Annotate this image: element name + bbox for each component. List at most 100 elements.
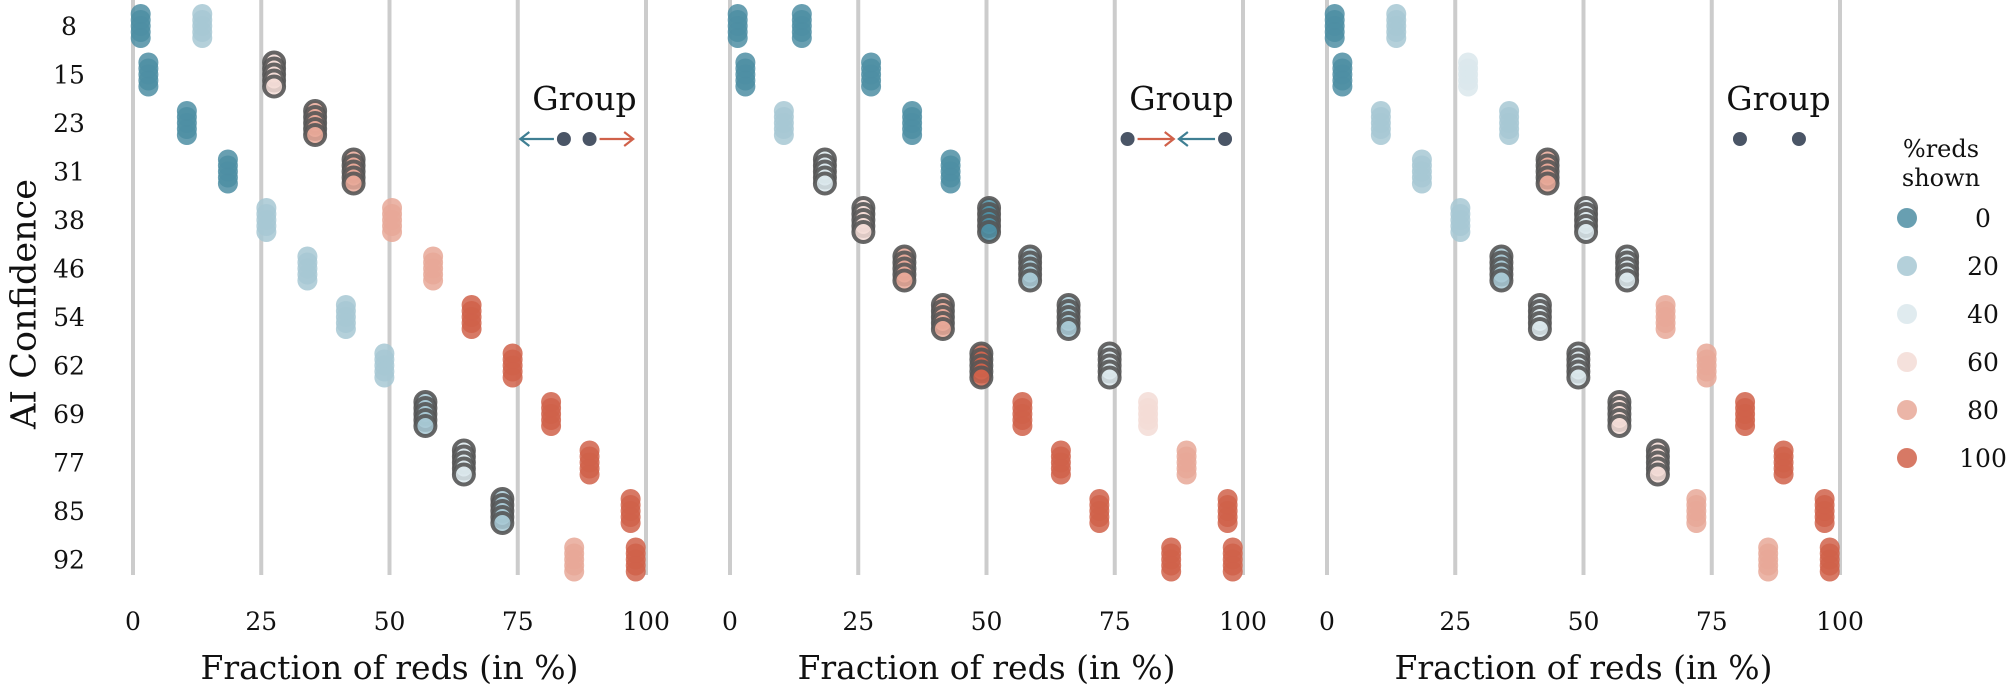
data-point bbox=[297, 246, 318, 291]
point-marker bbox=[892, 268, 917, 293]
data-point bbox=[969, 341, 994, 390]
data-point bbox=[1645, 438, 1670, 487]
point-marker bbox=[262, 74, 287, 99]
point-marker bbox=[791, 28, 812, 48]
y-tick-label: 54 bbox=[53, 303, 85, 332]
arrow-left bbox=[1177, 131, 1216, 147]
x-tick-label: 25 bbox=[245, 607, 277, 636]
point-marker bbox=[461, 319, 482, 339]
data-point bbox=[262, 50, 287, 99]
point-marker bbox=[861, 76, 882, 97]
point-marker bbox=[1056, 317, 1081, 341]
data-point bbox=[1696, 343, 1717, 388]
point-marker bbox=[1607, 414, 1632, 438]
y-tick-label: 23 bbox=[53, 109, 85, 138]
data-point bbox=[902, 101, 923, 145]
data-point bbox=[1615, 244, 1640, 293]
y-tick-label: 8 bbox=[61, 12, 77, 41]
data-point bbox=[1458, 52, 1479, 97]
legend-swatch bbox=[1897, 256, 1917, 276]
point-marker bbox=[341, 171, 366, 196]
point-marker bbox=[490, 511, 515, 535]
point-marker bbox=[1566, 365, 1591, 390]
point-marker bbox=[1696, 367, 1717, 388]
group-annotation bbox=[1120, 131, 1233, 147]
data-point bbox=[1535, 147, 1560, 196]
data-point bbox=[217, 149, 238, 194]
group-dot bbox=[1218, 132, 1233, 146]
x-tick-label: 100 bbox=[1816, 607, 1864, 636]
data-point bbox=[138, 52, 159, 97]
point-marker bbox=[1324, 28, 1345, 48]
point-marker bbox=[451, 462, 476, 487]
arrow-left bbox=[518, 131, 554, 147]
data-point bbox=[256, 198, 277, 242]
legend-title: %reds bbox=[1903, 135, 1979, 163]
x-tick-label: 0 bbox=[722, 607, 738, 636]
point-marker bbox=[1819, 561, 1840, 582]
legend-label: 0 bbox=[1975, 204, 1991, 233]
data-point bbox=[564, 537, 585, 582]
data-point bbox=[413, 390, 438, 438]
point-marker bbox=[564, 561, 585, 582]
data-point bbox=[1012, 392, 1033, 436]
data-point bbox=[490, 487, 515, 535]
data-point bbox=[382, 198, 403, 242]
data-point bbox=[1222, 537, 1243, 582]
data-point bbox=[192, 4, 213, 48]
legend-swatch bbox=[1897, 352, 1917, 372]
y-tick-label: 85 bbox=[53, 497, 85, 526]
data-point bbox=[1758, 537, 1779, 582]
x-axis-title: Fraction of reds (in %) bbox=[1394, 648, 1772, 687]
x-tick-label: 100 bbox=[1219, 607, 1267, 636]
point-marker bbox=[930, 317, 955, 341]
group-dot bbox=[556, 132, 571, 146]
point-marker bbox=[1097, 365, 1122, 390]
point-marker bbox=[1735, 416, 1756, 436]
data-point bbox=[625, 537, 646, 582]
point-marker bbox=[1217, 513, 1238, 533]
point-marker bbox=[1012, 416, 1033, 436]
legend-item: 40 bbox=[1897, 300, 1999, 329]
legend-item: 60 bbox=[1897, 348, 1999, 377]
data-point bbox=[341, 147, 366, 196]
legend-item: 100 bbox=[1897, 444, 2007, 473]
data-point bbox=[1527, 293, 1552, 341]
data-point bbox=[851, 196, 876, 244]
point-marker bbox=[902, 125, 923, 145]
point-marker bbox=[620, 513, 641, 533]
x-tick-label: 0 bbox=[1319, 607, 1335, 636]
data-point bbox=[892, 244, 917, 293]
x-axis-title: Fraction of reds (in %) bbox=[200, 648, 578, 687]
y-axis-title: AI Confidence bbox=[5, 179, 45, 430]
data-point bbox=[1138, 392, 1159, 436]
data-point bbox=[812, 147, 837, 196]
point-marker bbox=[735, 76, 756, 97]
point-marker bbox=[940, 173, 961, 194]
point-marker bbox=[1138, 416, 1159, 436]
point-marker bbox=[374, 367, 395, 388]
arrow-right bbox=[599, 131, 635, 147]
point-marker bbox=[1527, 317, 1552, 341]
data-point bbox=[374, 343, 395, 388]
legend-item: 80 bbox=[1897, 396, 1999, 425]
legend-item: 20 bbox=[1897, 252, 1999, 281]
legend-label: 60 bbox=[1967, 348, 1999, 377]
point-marker bbox=[1499, 125, 1520, 145]
legend-swatch bbox=[1897, 448, 1917, 468]
legend-title: shown bbox=[1902, 164, 1980, 192]
data-point bbox=[451, 438, 476, 487]
point-marker bbox=[1489, 268, 1514, 293]
legend-swatch bbox=[1897, 208, 1917, 228]
panels: 0 25 50 75 100 Fraction of reds (in %) Group 0 2… bbox=[125, 0, 1864, 687]
data-point bbox=[1332, 52, 1353, 97]
x-tick-label: 25 bbox=[842, 607, 874, 636]
data-point bbox=[1097, 341, 1122, 390]
x-tick-label: 0 bbox=[125, 607, 141, 636]
data-point bbox=[620, 489, 641, 533]
x-tick-label: 75 bbox=[1696, 607, 1728, 636]
point-marker bbox=[812, 171, 837, 196]
data-point bbox=[1607, 390, 1632, 438]
y-tick-label: 77 bbox=[53, 449, 85, 478]
point-marker bbox=[423, 270, 444, 291]
